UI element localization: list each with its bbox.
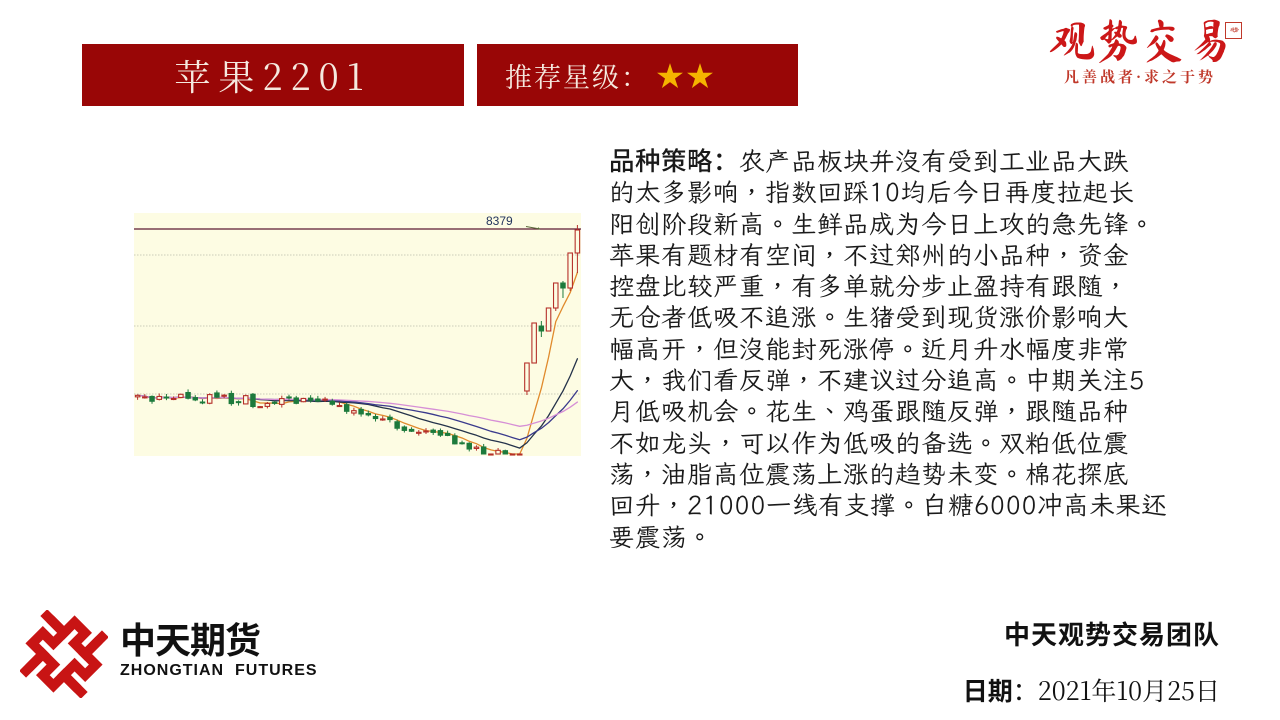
svg-text:8379: 8379 — [486, 214, 513, 228]
